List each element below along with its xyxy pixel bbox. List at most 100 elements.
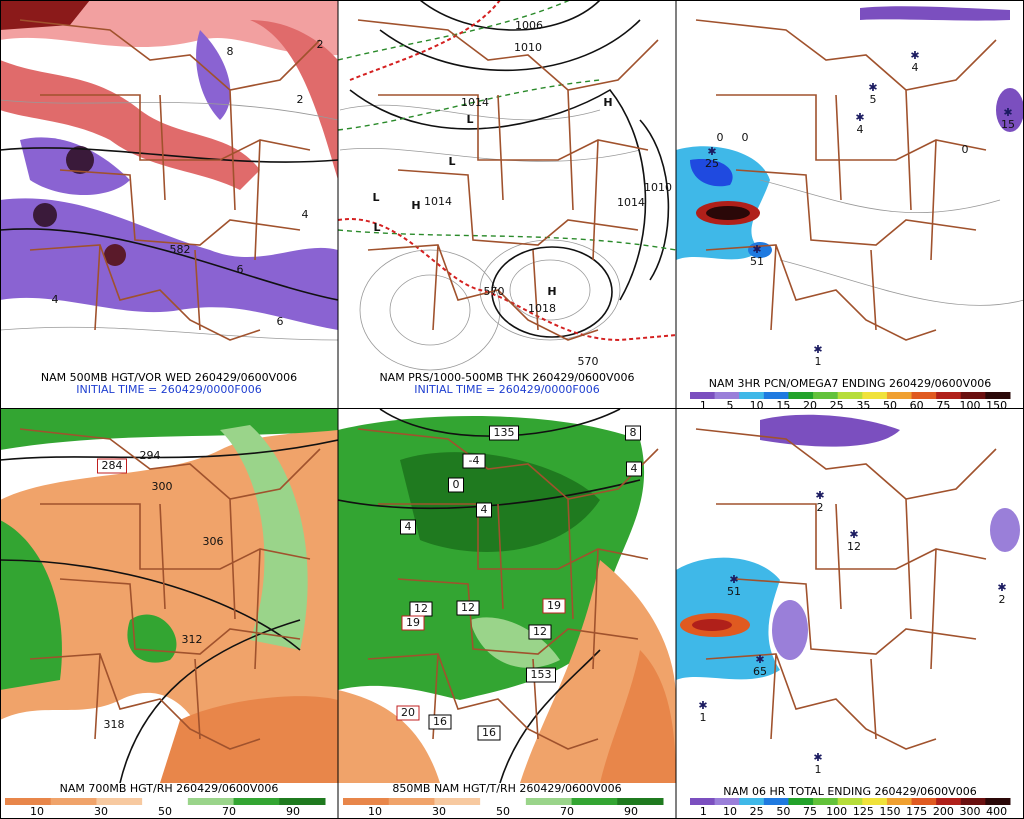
snow-mark: ✱ — [813, 751, 822, 764]
contour-label: 570 — [484, 285, 505, 298]
pressure-center: H — [603, 96, 612, 109]
contour-label: 284 — [102, 459, 123, 472]
pressure-center: H — [411, 199, 420, 212]
colorbar-label: 10 — [30, 805, 44, 818]
colorbar-label: 1 — [700, 399, 707, 412]
contour-label: 1018 — [528, 302, 556, 315]
snow-mark: ✱ — [815, 489, 824, 502]
snow-mark: ✱ — [910, 49, 919, 62]
contour-label: 4 — [481, 503, 488, 516]
colorbar-label: 10 — [368, 805, 382, 818]
panel-caption: NAM PRS/1000-500MB THK 260429/0600V006 — [379, 371, 634, 384]
contour-label: 1014 — [424, 195, 452, 208]
colorbar-label: 300 — [960, 805, 981, 818]
colorbar-swatch — [911, 392, 937, 399]
snow-mark: ✱ — [813, 343, 822, 356]
label-box — [462, 453, 486, 469]
colorbar-label: 175 — [906, 805, 927, 818]
contour-label: 6 — [237, 263, 244, 276]
colorbar-swatch — [886, 392, 913, 399]
contour-label: 312 — [182, 633, 203, 646]
contour-label: 1 — [815, 763, 822, 776]
label-box — [477, 725, 501, 741]
contour-label: 51 — [727, 585, 741, 598]
colorbar-swatch — [936, 798, 962, 805]
contour-label: 0 — [742, 131, 749, 144]
colorbar-swatch — [480, 798, 527, 805]
contour-label: 12 — [414, 602, 428, 615]
colorbar-swatch — [985, 798, 1011, 805]
colorbar-swatch — [886, 798, 913, 805]
panel-700mb — [0, 409, 338, 783]
contour-label: 0 — [962, 143, 969, 156]
panel-850mb — [338, 409, 676, 783]
contour-label: 16 — [482, 726, 496, 739]
colorbar-swatch — [837, 798, 863, 805]
label-box — [542, 598, 566, 614]
contour-label: 1 — [815, 355, 822, 368]
label-box — [401, 615, 425, 631]
snow-mark: ✱ — [707, 145, 716, 158]
label-box — [97, 458, 127, 474]
contour-label: 8 — [630, 426, 637, 439]
contour-label: 6 — [277, 315, 284, 328]
labels: NAM 500MB HGT/VOR WED 260429/0600V006INI… — [5, 19, 1015, 818]
colorbar-swatch — [279, 798, 326, 805]
pressure-center: L — [372, 191, 379, 204]
panel-3hr-pcn — [676, 0, 1024, 372]
colorbar-swatch — [960, 798, 986, 805]
panel-caption: 850MB NAM HGT/T/RH 260429/0600V006 — [392, 782, 621, 795]
colorbar-label: 30 — [94, 805, 108, 818]
colorbar-swatch — [96, 798, 143, 805]
contour-label: 582 — [170, 243, 191, 256]
contour-label: 19 — [547, 599, 561, 612]
colorbar-swatch — [5, 798, 52, 805]
contour-label: 1014 — [461, 96, 489, 109]
contour-label: 4 — [405, 520, 412, 533]
colorbar-swatch — [525, 798, 573, 805]
label-box — [528, 624, 552, 640]
colorbar-label: 50 — [776, 805, 790, 818]
colorbar-label: 400 — [986, 805, 1007, 818]
colorbar-swatch — [788, 392, 814, 399]
contour-label: 25 — [705, 157, 719, 170]
colorbar-swatch — [343, 798, 390, 805]
contour-label: 1 — [700, 711, 707, 724]
pressure-center: L — [466, 113, 473, 126]
contour-label: 5 — [870, 93, 877, 106]
label-box — [489, 425, 519, 441]
contour-label: 2 — [817, 501, 824, 514]
colorbar-swatch — [434, 798, 481, 805]
colorbar-swatch — [813, 392, 839, 399]
colorbar-swatch — [813, 798, 839, 805]
snow-mark: ✱ — [1003, 106, 1012, 119]
contour-label: 1010 — [644, 181, 672, 194]
label-box — [448, 477, 464, 493]
label-box — [626, 461, 642, 477]
contour-label: 12 — [461, 601, 475, 614]
colorbar-swatch — [617, 798, 664, 805]
colorbar-label: 125 — [853, 805, 874, 818]
snow-mark: ✱ — [868, 81, 877, 94]
colorbar-swatch — [233, 798, 280, 805]
label-box — [400, 519, 416, 535]
panel-prs-thk — [338, 0, 676, 372]
colorbar-swatch — [985, 392, 1011, 399]
colorbar-label: 150 — [986, 399, 1007, 412]
contour-label: 4 — [857, 123, 864, 136]
colorbar-label: 25 — [750, 805, 764, 818]
panel-caption: NAM 500MB HGT/VOR WED 260429/0600V006 — [41, 371, 297, 384]
colorbar-swatch — [187, 798, 235, 805]
contour-label: 16 — [433, 715, 447, 728]
colorbar-swatch — [50, 798, 97, 805]
colorbar-label: 25 — [830, 399, 844, 412]
contour-label: 2 — [297, 93, 304, 106]
contour-label: 306 — [203, 535, 224, 548]
colorbar-swatch — [690, 392, 716, 399]
contour-label: 153 — [531, 668, 552, 681]
contour-label: 8 — [227, 45, 234, 58]
colorbar-label: 50 — [496, 805, 510, 818]
contour-label: 15 — [1001, 118, 1015, 131]
colorbar-label: 1 — [700, 805, 707, 818]
